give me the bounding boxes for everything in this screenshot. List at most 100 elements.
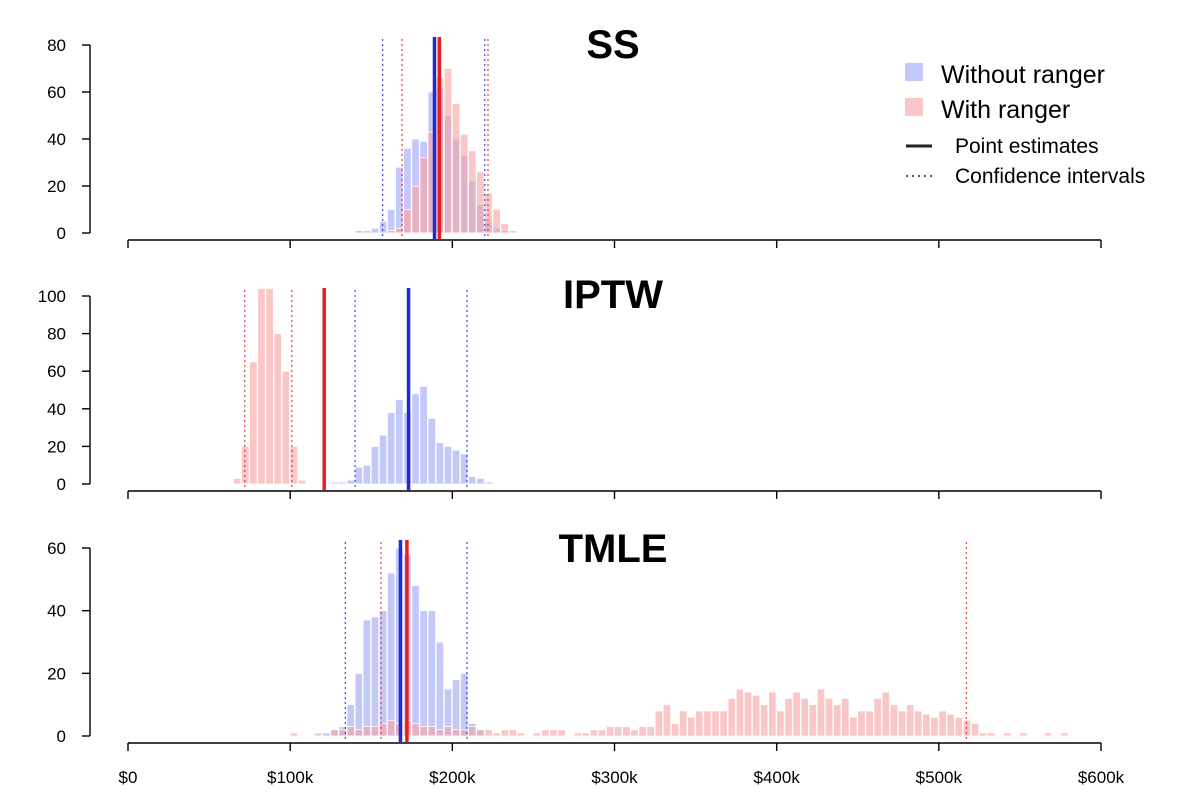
histogram-bar-without <box>387 412 396 485</box>
histogram-bar-without <box>370 445 380 485</box>
histogram-bar-without <box>460 453 469 485</box>
x-tick-label: $0 <box>119 768 138 787</box>
histogram-bar-without <box>338 481 347 485</box>
histogram-bar-with <box>678 710 688 737</box>
histogram-bar-with <box>451 729 461 737</box>
histogram-bar-with <box>800 698 809 737</box>
histogram-bar-without <box>411 393 420 485</box>
histogram-bar-with <box>411 185 420 234</box>
histogram-bar-without <box>378 220 388 234</box>
y-tick-label: 80 <box>47 36 66 55</box>
histogram-bar-with <box>533 732 542 737</box>
histogram-bar-without <box>330 481 339 485</box>
histogram-bar-without <box>443 445 453 485</box>
histogram-bar-with <box>378 723 388 737</box>
legend-swatch-with <box>905 98 923 116</box>
histogram-bar-with <box>776 710 785 737</box>
y-tick-label: 60 <box>47 83 66 102</box>
legend-label: Without ranger <box>941 61 1105 89</box>
legend-item-ci: Confidence intervals <box>906 165 1145 188</box>
histogram-bar-with <box>897 710 907 737</box>
histogram-bar-with <box>492 209 501 234</box>
histogram-bar-without <box>419 610 428 737</box>
histogram-bar-with <box>768 691 777 737</box>
histogram-bar-with <box>460 729 469 737</box>
histogram-bar-with <box>970 723 980 737</box>
histogram-bar-with <box>662 704 672 737</box>
histogram-bar-with <box>1019 732 1028 737</box>
y-tick-label: 20 <box>47 177 66 196</box>
histogram-bar-with <box>314 732 323 737</box>
histogram-bar-with <box>914 710 923 737</box>
histogram-bar-with <box>703 710 712 737</box>
histogram-bar-without <box>435 442 445 485</box>
histogram-bar-with <box>476 171 485 234</box>
x-axis: $0 $100k $200k $300k $400k $500k $600k <box>119 768 1125 787</box>
y-tick-label: 40 <box>47 400 66 419</box>
histogram-bar-with <box>873 698 882 737</box>
histogram-bar-with <box>1003 732 1012 737</box>
legend-item-with: With ranger <box>905 96 1070 124</box>
histogram-bar-with <box>816 688 826 737</box>
histogram-bar-with <box>257 288 266 485</box>
x-tick-label: $400k <box>754 768 801 787</box>
legend-item-without: Without ranger <box>905 61 1105 89</box>
histogram-bar-without <box>354 230 363 234</box>
histogram-bar-with <box>614 726 623 737</box>
histogram-bar-with <box>362 726 372 737</box>
panel-title: TMLE <box>559 527 668 571</box>
histogram-bar-without <box>387 209 396 234</box>
panel-tmle: 0 20 40 60 TMLE <box>47 527 1102 751</box>
panel-ss: 0 20 40 60 80 SS <box>47 23 1102 248</box>
histogram-bar-with <box>427 726 436 737</box>
histogram-bar-with <box>508 230 518 234</box>
histogram-bar-with <box>233 477 242 485</box>
histogram-bar-with <box>484 729 493 737</box>
histogram-bar-without <box>370 227 380 234</box>
histogram-bar-with <box>687 716 696 737</box>
legend-swatch-without <box>905 63 923 81</box>
histogram-bar-with <box>549 729 558 737</box>
histogram-bar-with <box>638 726 647 737</box>
histogram-bar-with <box>468 150 477 234</box>
panel-title: SS <box>586 23 639 67</box>
histogram-bar-with <box>889 704 899 737</box>
histogram-bar-with <box>727 698 736 737</box>
histogram-bar-without <box>370 616 380 737</box>
histogram-bar-with <box>849 716 858 737</box>
y-tick-label: 100 <box>38 287 66 306</box>
histogram-bar-with <box>743 691 753 737</box>
histogram-bar-with <box>500 223 509 234</box>
histogram-bar-without <box>378 434 388 485</box>
histogram-bar-with <box>808 704 818 737</box>
histogram-bar-with <box>508 729 518 737</box>
histogram-bar-with <box>1060 732 1069 737</box>
histogram-bar-with <box>833 704 842 737</box>
panel-title: IPTW <box>563 273 663 317</box>
histogram-bar-with <box>906 704 915 737</box>
histogram-bar-with <box>500 729 509 737</box>
histogram-bar-with <box>695 710 704 737</box>
histogram-bar-with <box>581 732 590 737</box>
histogram-bar-without <box>354 672 363 737</box>
panel-iptw: 0 20 40 60 80 100 IPTW <box>38 273 1102 499</box>
histogram-bar-with <box>735 688 745 737</box>
histogram-bar-with <box>265 288 274 485</box>
histogram-bar-without <box>484 481 493 485</box>
histogram-bar-without <box>451 449 461 485</box>
legend-label: Point estimates <box>955 135 1099 158</box>
histogram-bar-with <box>654 710 663 737</box>
histogram-bar-with <box>751 694 761 737</box>
histogram-bar-with <box>597 729 607 737</box>
y-tick-label: 40 <box>47 602 66 621</box>
histogram-bar-with <box>419 157 428 234</box>
histogram-bar-with <box>411 723 420 737</box>
histogram-bar-with <box>711 710 720 737</box>
histogram-bar-with <box>605 726 615 737</box>
histogram-bar-with <box>557 729 566 737</box>
histogram-bar-without <box>419 385 428 485</box>
histogram-bar-with <box>330 729 339 737</box>
histogram-bar-with <box>857 710 866 737</box>
histogram-bar-with <box>824 698 834 737</box>
